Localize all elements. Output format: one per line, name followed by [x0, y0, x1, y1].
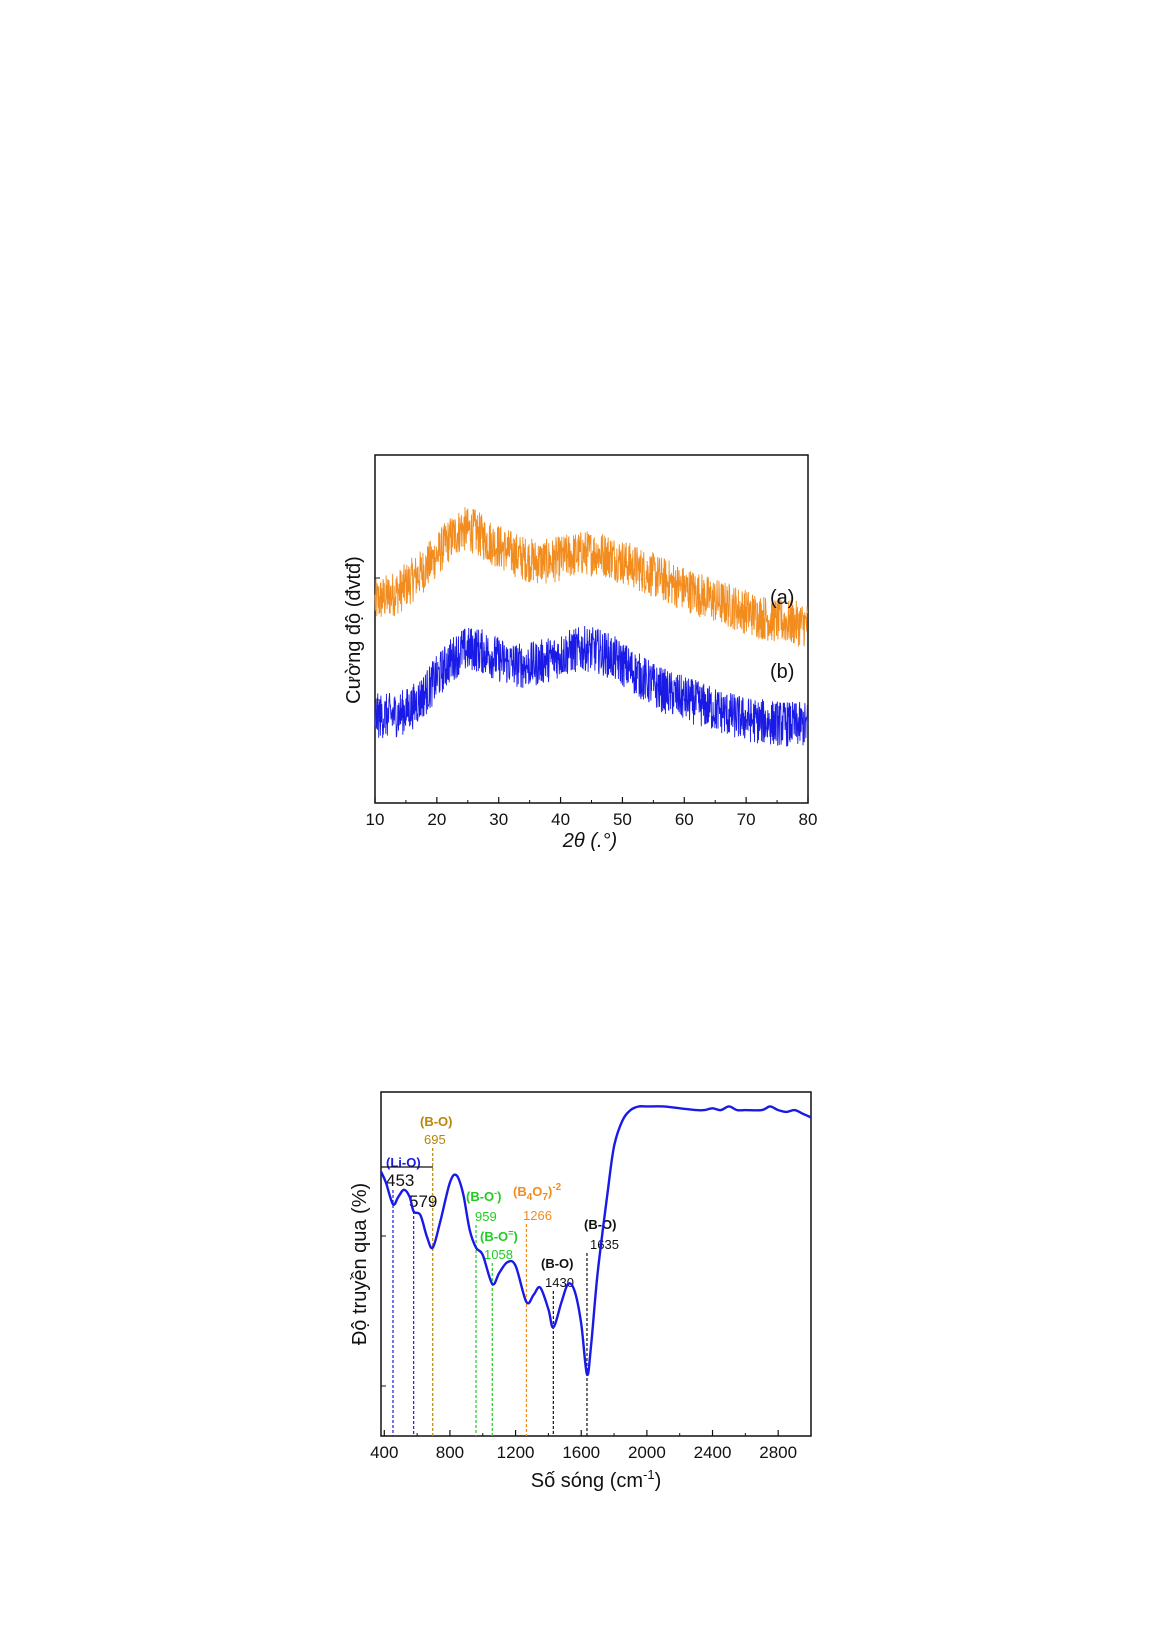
ftir-x-tick-label: 800 — [436, 1443, 464, 1462]
xrd-x-tick-label: 80 — [799, 810, 818, 829]
xrd-y-axis-label: Cường độ (đvtđ) — [343, 556, 365, 704]
xrd-series-a-line — [374, 507, 809, 647]
xrd-x-tick-label: 60 — [675, 810, 694, 829]
series-a-label: (a) — [770, 587, 794, 609]
peak-value-label: 1635 — [590, 1237, 619, 1252]
xrd-chart: 10 20 30 40 50 60 70 80 (a) (b) 2θ (.°) Cường đ… — [343, 454, 818, 852]
series-b-label: (b) — [770, 661, 794, 683]
ftir-x-tick-label: 1600 — [562, 1443, 600, 1462]
xrd-x-axis-label: 2θ (.°) — [562, 830, 617, 852]
peak-value-label: 453 — [386, 1171, 414, 1190]
peak-value-label: 1058 — [484, 1247, 513, 1262]
ftir-peak-annotations: (Li-O)453 579 (B-O) 695 (B-O-) 959 (B-O=) 1058 (… — [386, 1114, 619, 1436]
peak-value-label: 959 — [475, 1209, 497, 1224]
xrd-x-tick-label: 20 — [427, 810, 446, 829]
xrd-x-tick-label: 40 — [551, 810, 570, 829]
peak-group-label: (B-O) — [541, 1256, 574, 1271]
xrd-x-tick-label: 70 — [737, 810, 756, 829]
peak-group-label: (B-O=) — [480, 1228, 518, 1244]
ftir-x-tick-label: 1200 — [497, 1443, 535, 1462]
peak-group-label: (B-O) — [584, 1217, 617, 1232]
ftir-x-tick-label: 2800 — [759, 1443, 797, 1462]
peak-group-label: (Li-O) — [386, 1155, 421, 1170]
peak-value-label: 579 — [409, 1192, 437, 1211]
peak-group-label: (B-O) — [420, 1114, 453, 1129]
ftir-x-axis-label: Số sóng (cm-1) — [531, 1467, 662, 1492]
xrd-x-tick-label: 50 — [613, 810, 632, 829]
ftir-spectrum-line — [379, 1105, 812, 1377]
xrd-series — [374, 507, 809, 747]
ftir-x-tick-label: 2000 — [628, 1443, 666, 1462]
ftir-chart: 400 800 1200 1600 2000 2400 2800 (Li-O)453579(… — [349, 1091, 812, 1492]
xrd-x-tick-label: 30 — [489, 810, 508, 829]
ftir-plot-frame — [380, 1091, 812, 1437]
xrd-series-b-line — [374, 625, 809, 747]
ftir-x-ticks: 400 800 1200 1600 2000 2400 2800 — [370, 1235, 797, 1462]
peak-value-label: 1266 — [523, 1208, 552, 1223]
ftir-x-tick-label: 2400 — [694, 1443, 732, 1462]
ftir-y-axis-label: Độ truyền qua (%) — [349, 1183, 371, 1345]
peak-group-label: (B4O7)-2 — [513, 1182, 562, 1203]
xrd-x-ticks: 10 20 30 40 50 60 70 80 — [366, 577, 818, 829]
xrd-x-tick-label: 10 — [366, 810, 385, 829]
peak-value-label: 695 — [424, 1132, 446, 1147]
peak-group-label: (B-O-) — [466, 1188, 502, 1204]
ftir-x-tick-label: 400 — [370, 1443, 398, 1462]
ftir-series — [379, 1105, 812, 1377]
